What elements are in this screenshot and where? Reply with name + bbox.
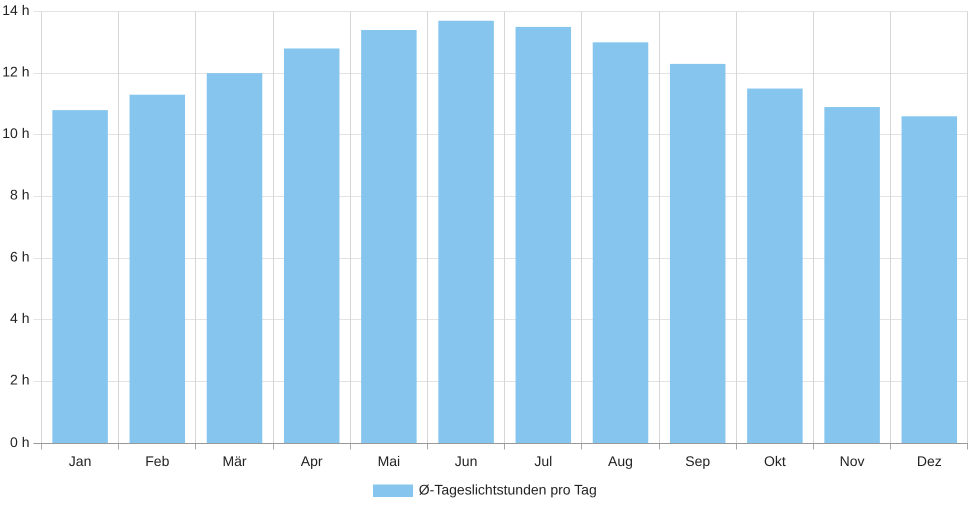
svg-text:Apr: Apr <box>301 453 323 469</box>
svg-text:Nov: Nov <box>840 453 865 469</box>
svg-text:Feb: Feb <box>145 453 169 469</box>
svg-text:Mai: Mai <box>378 453 401 469</box>
svg-text:4 h: 4 h <box>10 310 29 326</box>
svg-text:Mär: Mär <box>222 453 246 469</box>
svg-text:14 h: 14 h <box>2 2 29 18</box>
svg-text:Sep: Sep <box>685 453 710 469</box>
svg-text:Jan: Jan <box>69 453 92 469</box>
svg-text:12 h: 12 h <box>2 63 29 79</box>
svg-text:8 h: 8 h <box>10 187 29 203</box>
svg-text:6 h: 6 h <box>10 248 29 264</box>
svg-text:Aug: Aug <box>608 453 633 469</box>
svg-text:Ø-Tageslichtstunden pro Tag: Ø-Tageslichtstunden pro Tag <box>419 481 597 497</box>
svg-text:2 h: 2 h <box>10 372 29 388</box>
svg-text:Jul: Jul <box>534 453 552 469</box>
svg-text:Okt: Okt <box>764 453 786 469</box>
svg-text:Jun: Jun <box>455 453 478 469</box>
svg-text:0 h: 0 h <box>10 434 29 450</box>
svg-text:10 h: 10 h <box>2 125 29 141</box>
svg-text:Dez: Dez <box>917 453 942 469</box>
